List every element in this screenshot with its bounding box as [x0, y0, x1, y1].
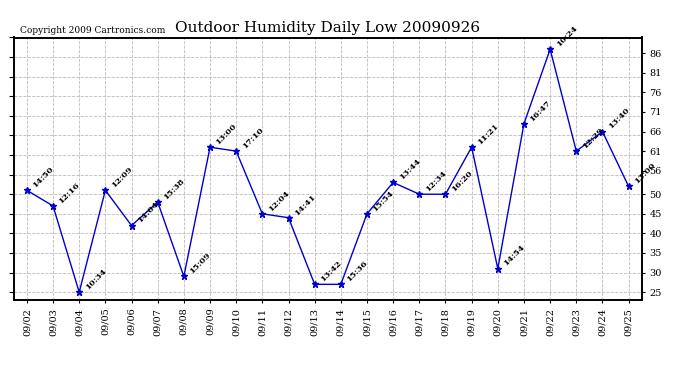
Text: 12:04: 12:04: [266, 189, 290, 213]
Text: 15:36: 15:36: [345, 259, 369, 284]
Text: 14:54: 14:54: [502, 243, 526, 268]
Text: 13:00: 13:00: [633, 161, 657, 186]
Text: 14:04: 14:04: [136, 200, 160, 225]
Text: 13:40: 13:40: [607, 106, 631, 131]
Text: 12:09: 12:09: [110, 165, 134, 189]
Text: 13:44: 13:44: [397, 157, 422, 182]
Text: 12:34: 12:34: [424, 169, 448, 194]
Text: 11:21: 11:21: [476, 122, 500, 146]
Text: Copyright 2009 Cartronics.com: Copyright 2009 Cartronics.com: [20, 26, 166, 35]
Text: 12:29: 12:29: [580, 126, 604, 150]
Text: 15:54: 15:54: [371, 189, 395, 213]
Text: 13:00: 13:00: [214, 122, 239, 146]
Text: 13:42: 13:42: [319, 259, 343, 284]
Text: 16:20: 16:20: [450, 169, 474, 194]
Text: 10:34: 10:34: [83, 267, 108, 291]
Text: 17:10: 17:10: [240, 126, 265, 150]
Text: 14:50: 14:50: [31, 165, 55, 189]
Text: 16:47: 16:47: [528, 98, 553, 123]
Text: 15:09: 15:09: [188, 251, 213, 276]
Text: 14:41: 14:41: [293, 192, 317, 217]
Title: Outdoor Humidity Daily Low 20090926: Outdoor Humidity Daily Low 20090926: [175, 21, 480, 35]
Text: 10:24: 10:24: [554, 24, 579, 48]
Text: 12:16: 12:16: [57, 181, 81, 205]
Text: 15:38: 15:38: [162, 177, 186, 201]
